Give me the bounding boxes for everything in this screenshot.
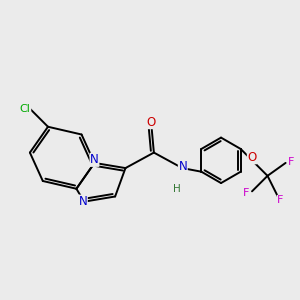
Text: N: N	[90, 153, 99, 166]
Text: F: F	[277, 195, 283, 206]
Text: F: F	[288, 157, 294, 166]
Text: N: N	[178, 160, 187, 172]
Text: H: H	[173, 184, 181, 194]
Text: Cl: Cl	[20, 104, 31, 114]
Text: N: N	[79, 195, 87, 208]
Text: F: F	[243, 188, 250, 198]
Text: O: O	[248, 151, 256, 164]
Text: O: O	[147, 116, 156, 129]
